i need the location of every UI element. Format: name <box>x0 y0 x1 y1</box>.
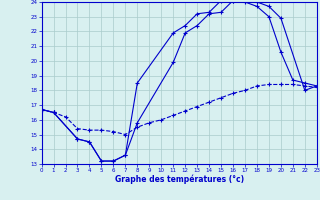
X-axis label: Graphe des températures (°c): Graphe des températures (°c) <box>115 175 244 184</box>
